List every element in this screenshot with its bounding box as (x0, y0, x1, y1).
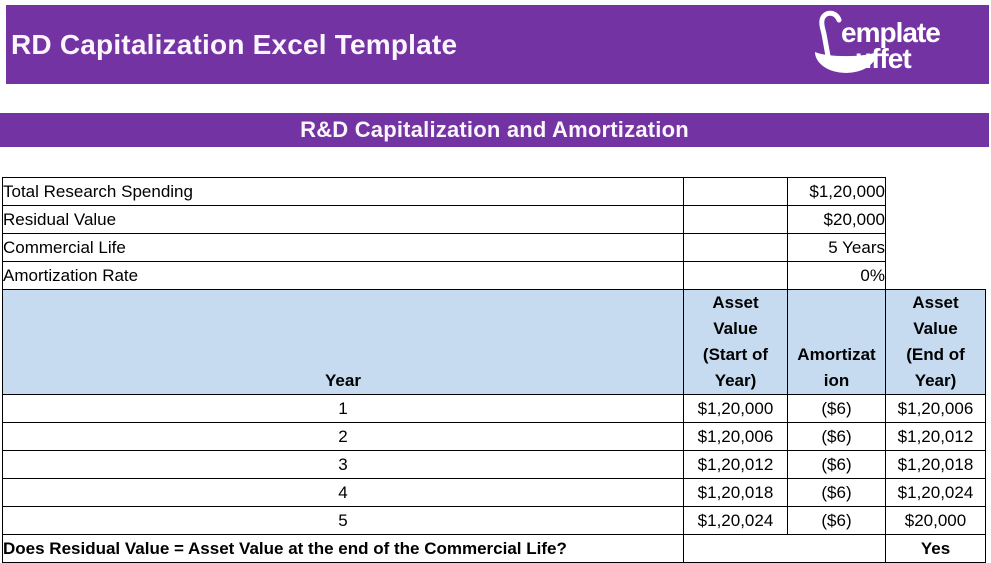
table-row: 1 $1,20,000 ($6) $1,20,006 (2, 394, 986, 423)
empty-cell[interactable] (683, 534, 886, 563)
amortization-cell[interactable]: ($6) (787, 478, 886, 507)
logo-text-line2: uffet (855, 43, 911, 74)
empty-cell[interactable] (683, 205, 788, 234)
table-row: 3 $1,20,012 ($6) $1,20,018 (2, 450, 986, 479)
summary-value-cell[interactable]: 0% (787, 261, 886, 290)
ladle-icon: emplate uffet (815, 10, 941, 74)
blank-area (886, 206, 986, 234)
blank-area (886, 262, 986, 290)
page-title: RD Capitalization Excel Template (11, 28, 458, 60)
table-row: 2 $1,20,006 ($6) $1,20,012 (2, 422, 986, 451)
amortization-cell[interactable]: ($6) (787, 394, 886, 423)
summary-label-cell[interactable]: Total Research Spending (2, 177, 684, 206)
end-value-cell[interactable]: $1,20,012 (885, 422, 986, 451)
start-value-cell[interactable]: $1,20,000 (683, 394, 788, 423)
template-buffet-logo: emplate uffet (809, 6, 981, 83)
table-header-row: Year Asset Value (Start of Year) Amortiz… (2, 289, 986, 395)
blank-area (886, 234, 986, 262)
section-title: R&D Capitalization and Amortization (300, 117, 689, 142)
summary-value-cell[interactable]: 5 Years (787, 233, 886, 262)
empty-cell[interactable] (683, 233, 788, 262)
summary-row: Residual Value $20,000 (2, 205, 986, 234)
column-header-amortization[interactable]: Amortizat ion (787, 289, 886, 395)
start-value-cell[interactable]: $1,20,012 (683, 450, 788, 479)
year-cell[interactable]: 3 (2, 450, 684, 479)
section-title-bar: R&D Capitalization and Amortization (0, 113, 989, 147)
start-value-cell[interactable]: $1,20,024 (683, 506, 788, 535)
column-header-end-value[interactable]: Asset Value (End of Year) (885, 289, 986, 395)
residual-check-answer[interactable]: Yes (885, 534, 986, 563)
spreadsheet-table: Total Research Spending $1,20,000 Residu… (2, 177, 986, 563)
summary-label-cell[interactable]: Residual Value (2, 205, 684, 234)
empty-cell[interactable] (683, 177, 788, 206)
residual-check-question[interactable]: Does Residual Value = Asset Value at the… (2, 534, 684, 563)
year-cell[interactable]: 5 (2, 506, 684, 535)
summary-row: Total Research Spending $1,20,000 (2, 177, 986, 206)
summary-row: Amortization Rate 0% (2, 261, 986, 290)
year-cell[interactable]: 1 (2, 394, 684, 423)
start-value-cell[interactable]: $1,20,006 (683, 422, 788, 451)
amortization-cell[interactable]: ($6) (787, 422, 886, 451)
footer-row: Does Residual Value = Asset Value at the… (2, 534, 986, 563)
app-header: RD Capitalization Excel Template emplate… (6, 5, 989, 84)
blank-area (886, 178, 986, 206)
start-value-cell[interactable]: $1,20,018 (683, 478, 788, 507)
logo-text-line1: emplate (841, 17, 940, 48)
summary-row: Commercial Life 5 Years (2, 233, 986, 262)
summary-label-cell[interactable]: Commercial Life (2, 233, 684, 262)
column-header-start-value[interactable]: Asset Value (Start of Year) (683, 289, 788, 395)
end-value-cell[interactable]: $20,000 (885, 506, 986, 535)
table-row: 5 $1,20,024 ($6) $20,000 (2, 506, 986, 535)
column-header-year[interactable]: Year (2, 289, 684, 395)
amortization-cell[interactable]: ($6) (787, 450, 886, 479)
summary-value-cell[interactable]: $20,000 (787, 205, 886, 234)
amortization-cell[interactable]: ($6) (787, 506, 886, 535)
end-value-cell[interactable]: $1,20,024 (885, 478, 986, 507)
table-row: 4 $1,20,018 ($6) $1,20,024 (2, 478, 986, 507)
end-value-cell[interactable]: $1,20,006 (885, 394, 986, 423)
year-cell[interactable]: 4 (2, 478, 684, 507)
summary-value-cell[interactable]: $1,20,000 (787, 177, 886, 206)
year-cell[interactable]: 2 (2, 422, 684, 451)
summary-label-cell[interactable]: Amortization Rate (2, 261, 684, 290)
empty-cell[interactable] (683, 261, 788, 290)
end-value-cell[interactable]: $1,20,018 (885, 450, 986, 479)
